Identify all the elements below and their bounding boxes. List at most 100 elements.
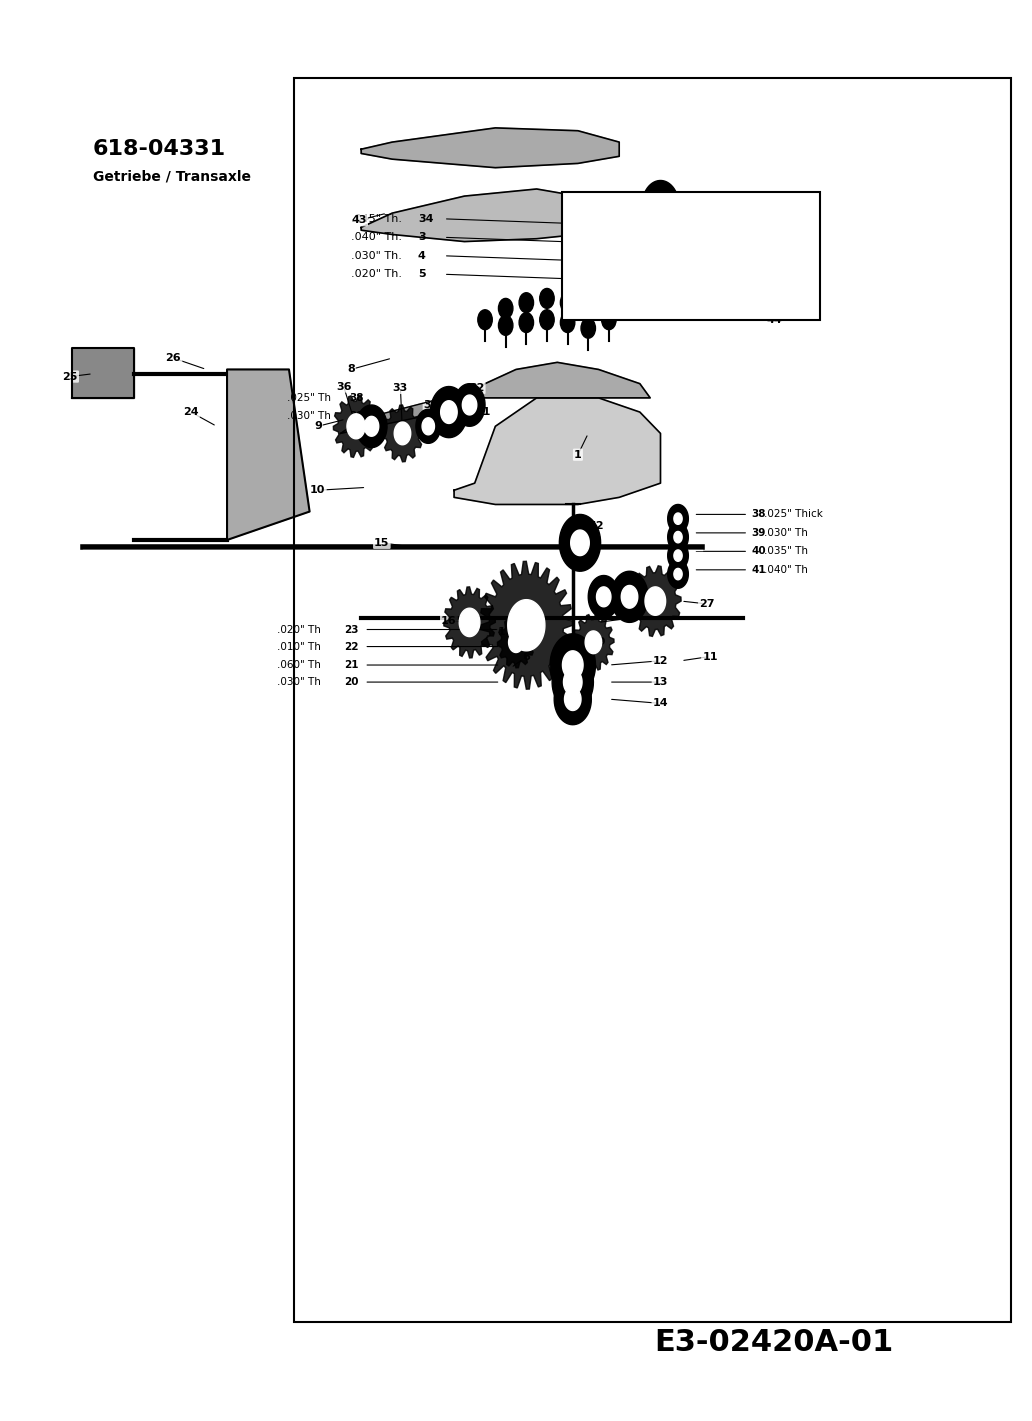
Polygon shape [630,566,681,637]
Text: 39: 39 [751,527,766,539]
Text: 38: 38 [349,392,363,404]
Text: 44: 44 [766,314,782,325]
Text: 5: 5 [418,269,425,280]
Text: 11: 11 [702,651,718,662]
Circle shape [581,298,595,318]
Polygon shape [668,523,688,551]
Text: 48: 48 [755,264,772,276]
Text: .020" Th.: .020" Th. [351,269,401,280]
Circle shape [540,310,554,330]
Text: 16: 16 [441,615,457,627]
Polygon shape [454,398,660,504]
Text: .030" Th: .030" Th [277,676,321,688]
Text: 1: 1 [574,449,582,460]
Polygon shape [382,405,423,462]
Polygon shape [562,651,583,679]
Text: .025" Th: .025" Th [287,392,331,404]
Text: 54: 54 [559,307,576,318]
Polygon shape [585,631,602,654]
Polygon shape [632,273,648,296]
Polygon shape [361,189,619,242]
Polygon shape [459,608,480,637]
Text: 14: 14 [652,698,669,709]
Polygon shape [674,531,682,543]
Polygon shape [719,271,725,280]
Text: 39: 39 [349,411,363,422]
Polygon shape [565,688,581,710]
Polygon shape [462,395,477,415]
Polygon shape [657,283,664,291]
Circle shape [498,315,513,335]
Polygon shape [674,550,682,561]
Circle shape [602,310,616,330]
Text: 51: 51 [744,243,759,254]
Circle shape [519,313,534,333]
Text: 18: 18 [621,612,638,624]
Text: 26: 26 [165,352,182,364]
Polygon shape [755,276,772,298]
Text: 40: 40 [751,546,766,557]
Polygon shape [761,283,767,291]
Text: 17: 17 [497,627,514,638]
Text: 53: 53 [705,239,719,250]
Text: 12: 12 [652,655,669,666]
Polygon shape [740,280,746,288]
Polygon shape [430,387,467,438]
Text: 15: 15 [375,537,389,549]
Text: 42: 42 [588,520,605,531]
Text: 52: 52 [725,247,740,259]
Polygon shape [480,561,573,689]
Polygon shape [227,369,310,540]
Polygon shape [678,286,684,294]
Polygon shape [642,180,679,232]
Polygon shape [644,202,677,247]
Polygon shape [333,395,379,458]
Polygon shape [802,280,808,288]
Text: 25: 25 [63,371,77,382]
Text: 49: 49 [712,279,729,290]
Polygon shape [611,571,648,622]
Text: E3-02420A-01: E3-02420A-01 [654,1329,894,1357]
Polygon shape [422,418,434,435]
Polygon shape [781,277,787,286]
Text: Getriebe / Transaxle: Getriebe / Transaxle [93,169,251,183]
Polygon shape [668,560,688,588]
Text: .030" Th: .030" Th [287,411,331,422]
Text: 29: 29 [363,423,380,435]
Text: 43: 43 [351,215,367,226]
Polygon shape [652,276,669,298]
Text: 38: 38 [751,509,766,520]
Text: 36: 36 [335,381,352,392]
Bar [562,192,820,320]
Polygon shape [588,576,619,618]
Text: 22: 22 [344,641,358,652]
Text: 20: 20 [344,676,358,688]
Polygon shape [550,634,595,696]
Polygon shape [394,422,411,445]
Polygon shape [668,504,688,533]
Polygon shape [776,270,793,293]
Polygon shape [341,398,444,433]
Text: .040" Th: .040" Th [764,564,808,576]
Text: .040" Th.: .040" Th. [351,232,401,243]
Polygon shape [464,362,650,398]
Polygon shape [655,232,666,246]
Polygon shape [650,225,671,253]
Text: 31: 31 [476,406,490,418]
Text: .020" Th: .020" Th [277,624,321,635]
Text: 34: 34 [418,213,433,225]
Text: .060" Th: .060" Th [277,659,321,671]
Polygon shape [563,669,582,695]
Text: 6: 6 [522,651,530,662]
Polygon shape [554,674,591,725]
Polygon shape [650,239,671,267]
Text: 27: 27 [699,598,715,610]
Text: 28: 28 [578,531,594,543]
Polygon shape [653,215,668,234]
Text: 33: 33 [393,382,408,394]
Polygon shape [72,348,134,398]
Text: 6: 6 [615,243,623,254]
Polygon shape [364,416,379,436]
Polygon shape [508,600,545,651]
Text: 8: 8 [631,261,639,273]
